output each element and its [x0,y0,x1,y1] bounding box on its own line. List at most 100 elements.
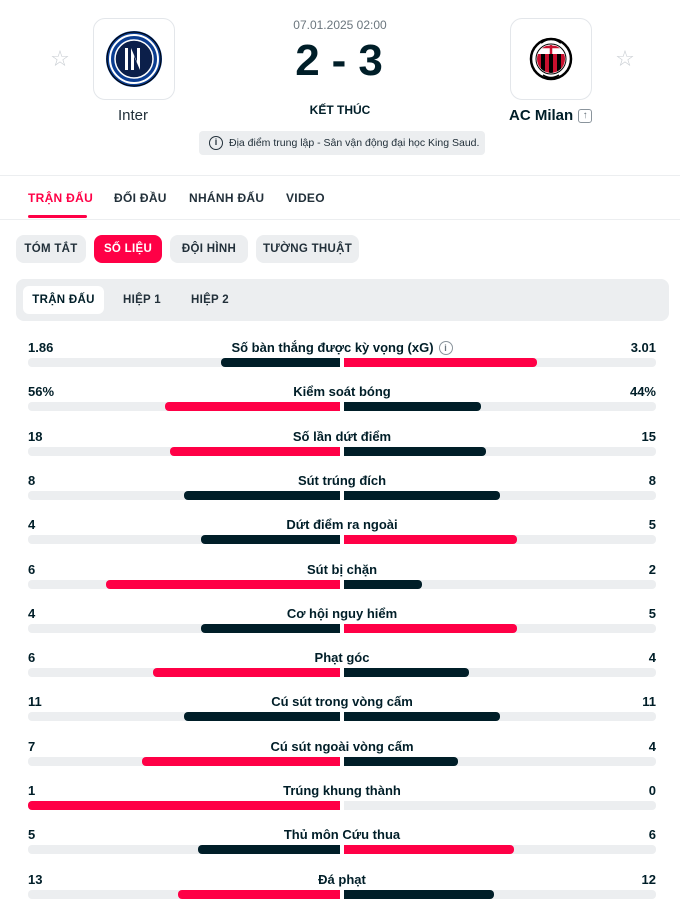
away-team-label[interactable]: AC Milan [509,107,574,124]
stat-away-value: 15 [641,428,656,444]
stat-away-value: 4 [648,738,656,754]
inter-logo[interactable] [93,18,175,100]
info-icon[interactable]: i [438,340,453,355]
pill-stats[interactable]: SỐ LIỆU [94,235,162,263]
match-status: KẾT THÚC [309,103,371,117]
stat-row: 5 Thủ môn Cứu thua 6 [28,820,656,864]
stat-home-value: 13 [28,871,43,887]
active-tab-indicator [28,215,87,218]
pill-summary[interactable]: TÓM TẮT [16,235,86,263]
stat-label-text: Cú sút trong vòng cấm [271,694,413,710]
home-bar-track [28,446,340,456]
stat-away-value: 3.01 [630,340,656,355]
home-bar-track [28,402,340,412]
stat-label: Sút trúng đích [28,473,656,488]
period-match[interactable]: TRẬN ĐẤU [23,286,104,314]
home-bar-track [28,889,340,899]
stat-label-text: Cơ hội nguy hiểm [286,605,398,621]
venue-info: i Địa điểm trung lập - Sân vận động đại … [199,131,485,155]
away-bar-fill [344,712,500,722]
stat-home-value: 56% [28,384,55,400]
stat-row: 8 Sút trúng đích 8 [28,466,656,510]
stat-home-value: 1.86 [28,340,54,355]
home-bar-track [28,490,340,500]
away-score: 3 [358,36,385,85]
away-bar-fill [344,402,482,412]
away-bar-track [344,889,656,899]
stat-row: 4 Cơ hội nguy hiểm 5 [28,599,656,643]
stat-label: Cơ hội nguy hiểm [28,606,656,621]
home-bar-fill [201,535,340,545]
stat-home-value: 6 [28,561,36,577]
away-bar-fill [344,668,469,678]
stat-label: Đá phạt [28,872,656,887]
tab-video[interactable]: VIDEO [286,191,325,205]
away-bar-track [344,668,656,678]
stat-label-text: Sút bị chặn [306,561,378,577]
stat-away-value: 5 [648,605,656,621]
away-team-name[interactable]: AC Milan ↑ [509,107,593,124]
away-bar-track [344,579,656,589]
stat-label: Số lần dứt điểm [28,429,656,444]
stat-home-value: 4 [28,517,36,533]
stat-home-value: 11 [28,694,42,710]
favorite-away-star-icon[interactable]: ☆ [615,46,635,71]
pill-commentary[interactable]: TƯỜNG THUẬT [256,235,359,263]
stat-away-value: 0 [648,783,656,798]
stat-label-text: Đá phạt [318,871,366,887]
stat-label-text: Cú sút ngoài vòng cấm [270,738,414,754]
away-bar-track [344,446,656,456]
tab-draw[interactable]: NHÁNH ĐẤU [189,191,265,205]
stat-label: Cú sút trong vòng cấm [28,694,656,709]
away-bar-fill [344,756,458,766]
stat-row: 11 Cú sút trong vòng cấm 11 [28,687,656,731]
away-bar-fill [344,579,422,589]
stat-label: Phạt góc [28,650,656,665]
stat-home-value: 5 [28,827,36,843]
home-bar-fill [220,358,340,367]
home-bar-track [28,712,340,722]
home-score: 2 [295,36,322,85]
stat-label: Số bàn thắng được kỳ vọng (xG) i [28,340,656,355]
ac-milan-logo[interactable] [510,18,592,100]
stat-away-value: 11 [642,694,656,710]
stat-row: 1 Trúng khung thành 0 [28,776,656,820]
period-first-half[interactable]: HIỆP 1 [122,294,162,306]
info-icon: i [209,136,223,150]
stat-row: 4 Dứt điểm ra ngoài 5 [28,510,656,554]
stat-label: Sút bị chặn [28,562,656,577]
home-bar-fill [141,756,340,766]
home-bar-fill [184,490,340,500]
pill-lineups[interactable]: ĐỘI HÌNH [170,235,248,263]
stat-away-value: 12 [641,871,656,887]
stat-home-value: 8 [28,472,36,488]
stat-label: Thủ môn Cứu thua [28,827,656,842]
stat-label-text: Dứt điểm ra ngoài [286,517,398,533]
away-bar-fill [344,889,494,899]
home-bar-track [28,668,340,678]
match-header: ☆ Inter 07.01.2025 02:00 2-3 KẾT THÚC i … [0,0,680,176]
stat-home-value: 4 [28,605,36,621]
home-bar-track [28,535,340,545]
stat-label-text: Trúng khung thành [283,783,401,798]
stat-label: Dứt điểm ra ngoài [28,517,656,532]
stat-row: 6 Phạt góc 4 [28,643,656,687]
match-datetime: 07.01.2025 02:00 [293,18,387,32]
home-team-name[interactable]: Inter [118,107,149,124]
favorite-home-star-icon[interactable]: ☆ [50,46,70,71]
period-second-half[interactable]: HIỆP 2 [190,294,230,306]
main-tabs: TRẬN ĐẤU ĐỐI ĐẦU NHÁNH ĐẤU VIDEO [0,176,680,220]
period-selector: TRẬN ĐẤU HIỆP 1 HIỆP 2 [16,279,669,321]
home-bar-fill [106,579,340,589]
stat-away-value: 8 [648,472,656,488]
home-bar-fill [28,801,340,810]
tab-head-to-head[interactable]: ĐỐI ĐẦU [114,191,167,205]
tab-match[interactable]: TRẬN ĐẤU [28,191,94,205]
stat-label: Cú sút ngoài vòng cấm [28,739,656,754]
home-bar-fill [198,845,340,855]
stat-row: 1.86 Số bàn thắng được kỳ vọng (xG) i 3.01 [28,333,656,377]
away-bar-track [344,490,656,500]
stat-label-text: Thủ môn Cứu thua [283,827,401,843]
away-bar-fill [344,845,515,855]
away-bar-fill [344,490,500,500]
